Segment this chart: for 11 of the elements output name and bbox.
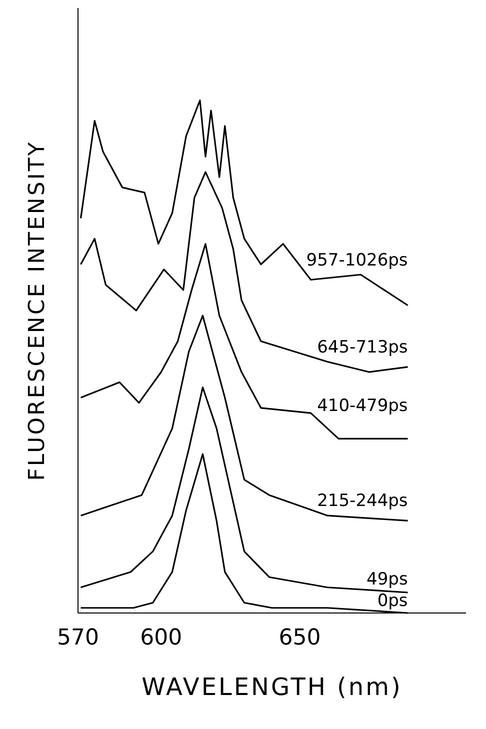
- series-label: 410-479ps: [317, 396, 408, 416]
- series-label: 215-244ps: [317, 490, 408, 511]
- series-label: 645-713ps: [317, 338, 408, 358]
- series-label: 0ps: [377, 590, 408, 611]
- x-axis-title: WAVELENGTH (nm): [142, 673, 402, 701]
- series-label: 957-1026ps: [306, 250, 408, 271]
- x-tick-label: 650: [278, 626, 321, 651]
- x-tick-label: 600: [140, 626, 182, 651]
- y-axis-title: FLUORESCENCE INTENSITY: [24, 140, 50, 481]
- series-label: 49ps: [366, 570, 408, 590]
- x-tick-label: 570: [57, 626, 99, 651]
